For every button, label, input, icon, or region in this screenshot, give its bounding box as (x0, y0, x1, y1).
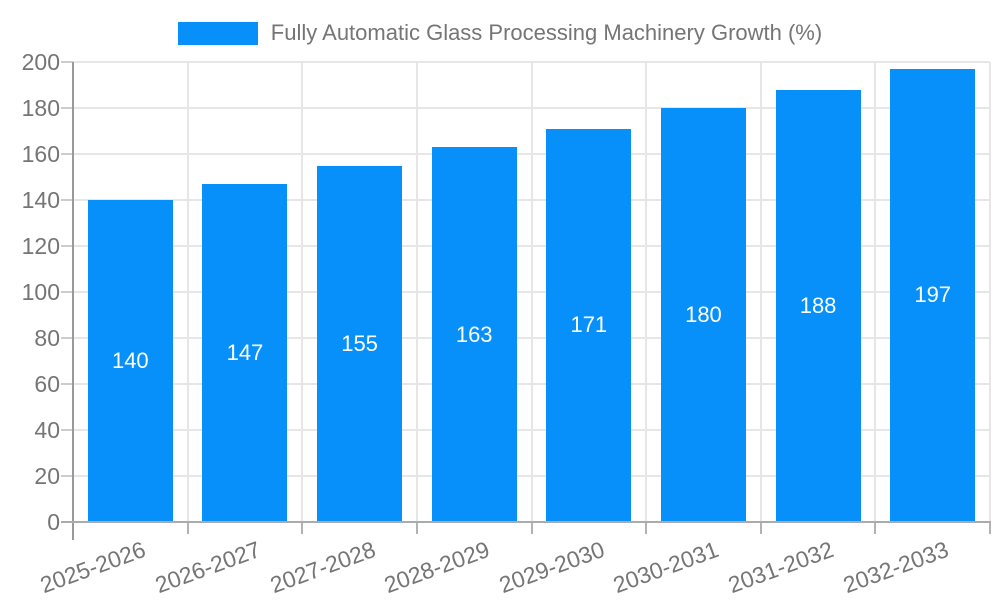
gridline-vertical (874, 62, 877, 522)
y-axis-tick-label: 120 (21, 233, 60, 259)
gridline-vertical (301, 62, 304, 522)
bar[interactable]: 171 (546, 128, 632, 522)
y-axis-tick-label: 60 (34, 371, 60, 397)
y-axis-tick-label: 80 (34, 325, 60, 351)
bar[interactable]: 147 (202, 183, 288, 522)
y-axis-tick-label: 160 (21, 141, 60, 167)
x-axis-category-label: 2028-2029 (380, 536, 494, 599)
y-axis-tick (61, 153, 73, 155)
x-axis-category-label: 2030-2031 (610, 536, 723, 599)
bar[interactable]: 155 (317, 165, 403, 522)
y-axis-tick-label: 180 (21, 95, 60, 121)
bar[interactable]: 180 (660, 108, 746, 522)
y-axis-tick-label: 200 (21, 49, 60, 75)
gridline-vertical (415, 62, 418, 522)
x-axis-tick (301, 522, 304, 534)
gridline-vertical (530, 62, 533, 522)
x-axis-category-label: 2025-2026 (36, 536, 150, 599)
x-axis-category-label: 2029-2030 (495, 536, 608, 599)
x-axis-category-label: 2026-2027 (151, 536, 264, 599)
y-axis-tick (61, 475, 73, 477)
y-axis-tick (61, 291, 73, 293)
x-axis-tick (415, 522, 418, 534)
bar-value-label: 163 (455, 321, 493, 347)
x-axis-tick (759, 522, 762, 534)
x-axis-tick (989, 522, 991, 534)
y-axis-tick-label: 140 (21, 187, 60, 213)
x-axis-tick (645, 522, 648, 534)
y-axis-tick-label: 20 (34, 463, 60, 489)
bar-value-label: 188 (799, 292, 837, 318)
y-axis-tick-label: 0 (47, 509, 60, 535)
x-axis-category-label: 2031-2032 (724, 536, 837, 599)
y-axis-tick (61, 245, 73, 247)
bar[interactable]: 197 (890, 68, 976, 522)
y-axis-tick (61, 383, 73, 385)
legend-swatch (177, 21, 258, 45)
y-axis-tick (61, 429, 73, 431)
y-axis-tick (61, 199, 73, 201)
gridline-vertical (759, 62, 762, 522)
x-axis-tick (186, 522, 189, 534)
x-axis-tick (874, 522, 877, 534)
gridline-vertical (645, 62, 648, 522)
bar[interactable]: 163 (431, 147, 517, 522)
bar-value-label: 140 (111, 348, 149, 373)
y-axis-tick-label: 40 (34, 417, 60, 443)
x-axis-category-label: 2032-2033 (839, 536, 952, 599)
y-axis-tick-label: 100 (21, 279, 60, 305)
y-axis-line (72, 62, 74, 540)
bar-value-label: 180 (685, 302, 722, 327)
bar-value-label: 197 (914, 282, 952, 308)
bar-value-label: 171 (570, 312, 608, 338)
y-axis-tick (61, 337, 73, 339)
bar-value-label: 155 (341, 330, 378, 356)
gridline-vertical (186, 62, 189, 522)
x-axis-tick (530, 522, 533, 534)
x-axis-line (61, 521, 991, 523)
bar-value-label: 147 (226, 339, 264, 365)
bar[interactable]: 140 (87, 200, 173, 522)
x-axis-category-label: 2027-2028 (266, 536, 379, 599)
y-axis-tick (61, 61, 73, 63)
legend[interactable]: Fully Automatic Glass Processing Machine… (0, 20, 1000, 46)
legend-label: Fully Automatic Glass Processing Machine… (270, 20, 823, 45)
gridline-vertical (989, 62, 991, 522)
bar[interactable]: 188 (775, 89, 861, 522)
y-axis-tick (61, 107, 73, 109)
